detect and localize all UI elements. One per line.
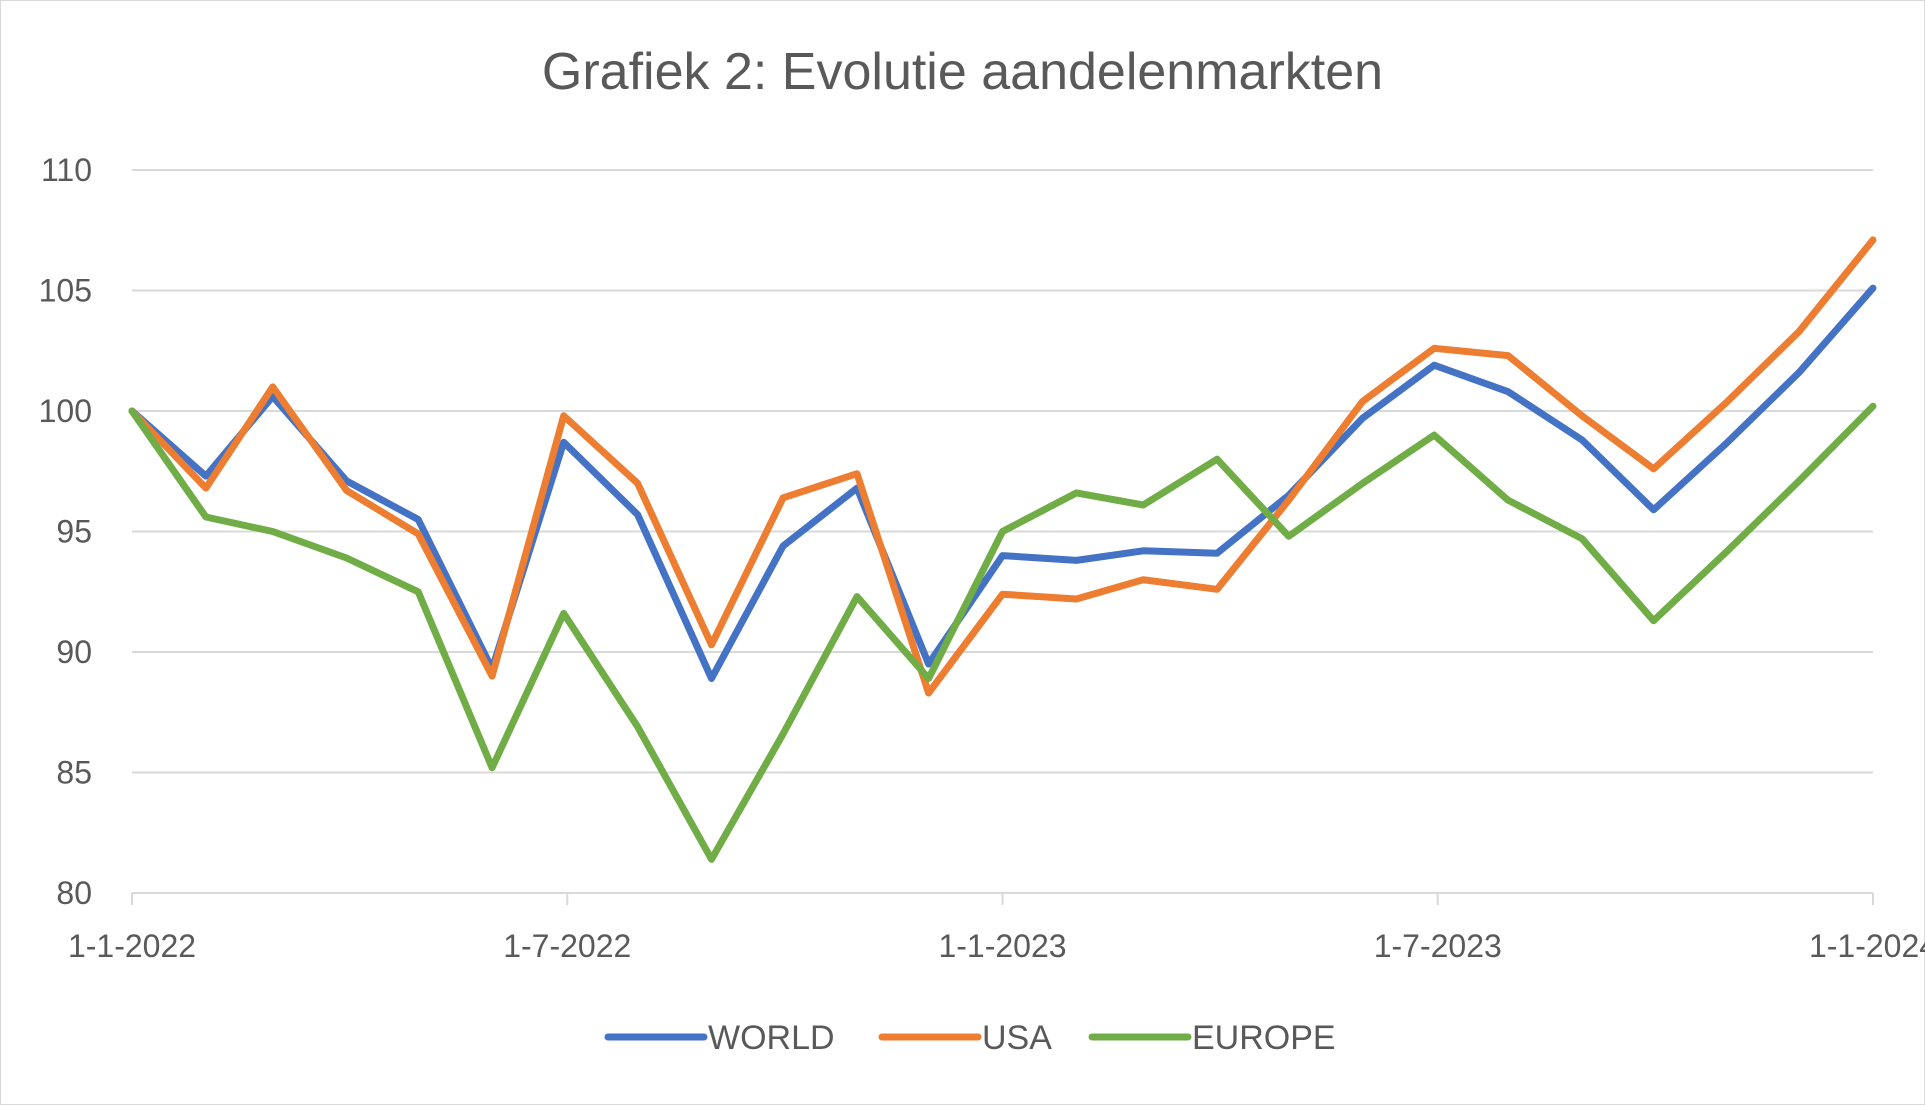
x-tick-label: 1-1-2024 — [1809, 928, 1925, 964]
y-tick-label: 95 — [56, 514, 92, 550]
y-tick-label: 105 — [39, 273, 92, 309]
tick-labels: 80 85 90 95 100 105 110 1-1-2022 1-7-2022 1-1-202… — [39, 152, 1925, 964]
x-tick-label: 1-1-2023 — [938, 928, 1066, 964]
legend-label: EUROPE — [1192, 1019, 1336, 1057]
series-line-usa — [128, 236, 1877, 697]
x-tick-label: 1-1-2022 — [68, 928, 196, 964]
legend-item-usa: USA — [878, 1019, 1052, 1057]
legend-label: WORLD — [708, 1019, 835, 1057]
series-line-world — [128, 284, 1877, 682]
y-tick-label: 90 — [56, 634, 92, 670]
series-lines — [128, 236, 1877, 863]
x-tick-label: 1-7-2023 — [1374, 928, 1502, 964]
legend-item-europe: EUROPE — [1088, 1019, 1336, 1057]
y-tick-label: 110 — [41, 152, 92, 188]
x-axis — [131, 892, 1874, 905]
chart-title: Grafiek 2: Evolutie aandelenmarkten — [541, 43, 1384, 101]
y-tick-label: 85 — [56, 755, 92, 791]
legend: WORLD USA EUROPE — [604, 1019, 1336, 1057]
legend-item-world: WORLD — [604, 1019, 835, 1057]
legend-label: USA — [982, 1019, 1052, 1057]
y-tick-label: 100 — [39, 393, 92, 429]
x-tick-label: 1-7-2022 — [503, 928, 631, 964]
y-tick-label: 80 — [56, 875, 92, 911]
series-line-europe — [128, 402, 1877, 863]
